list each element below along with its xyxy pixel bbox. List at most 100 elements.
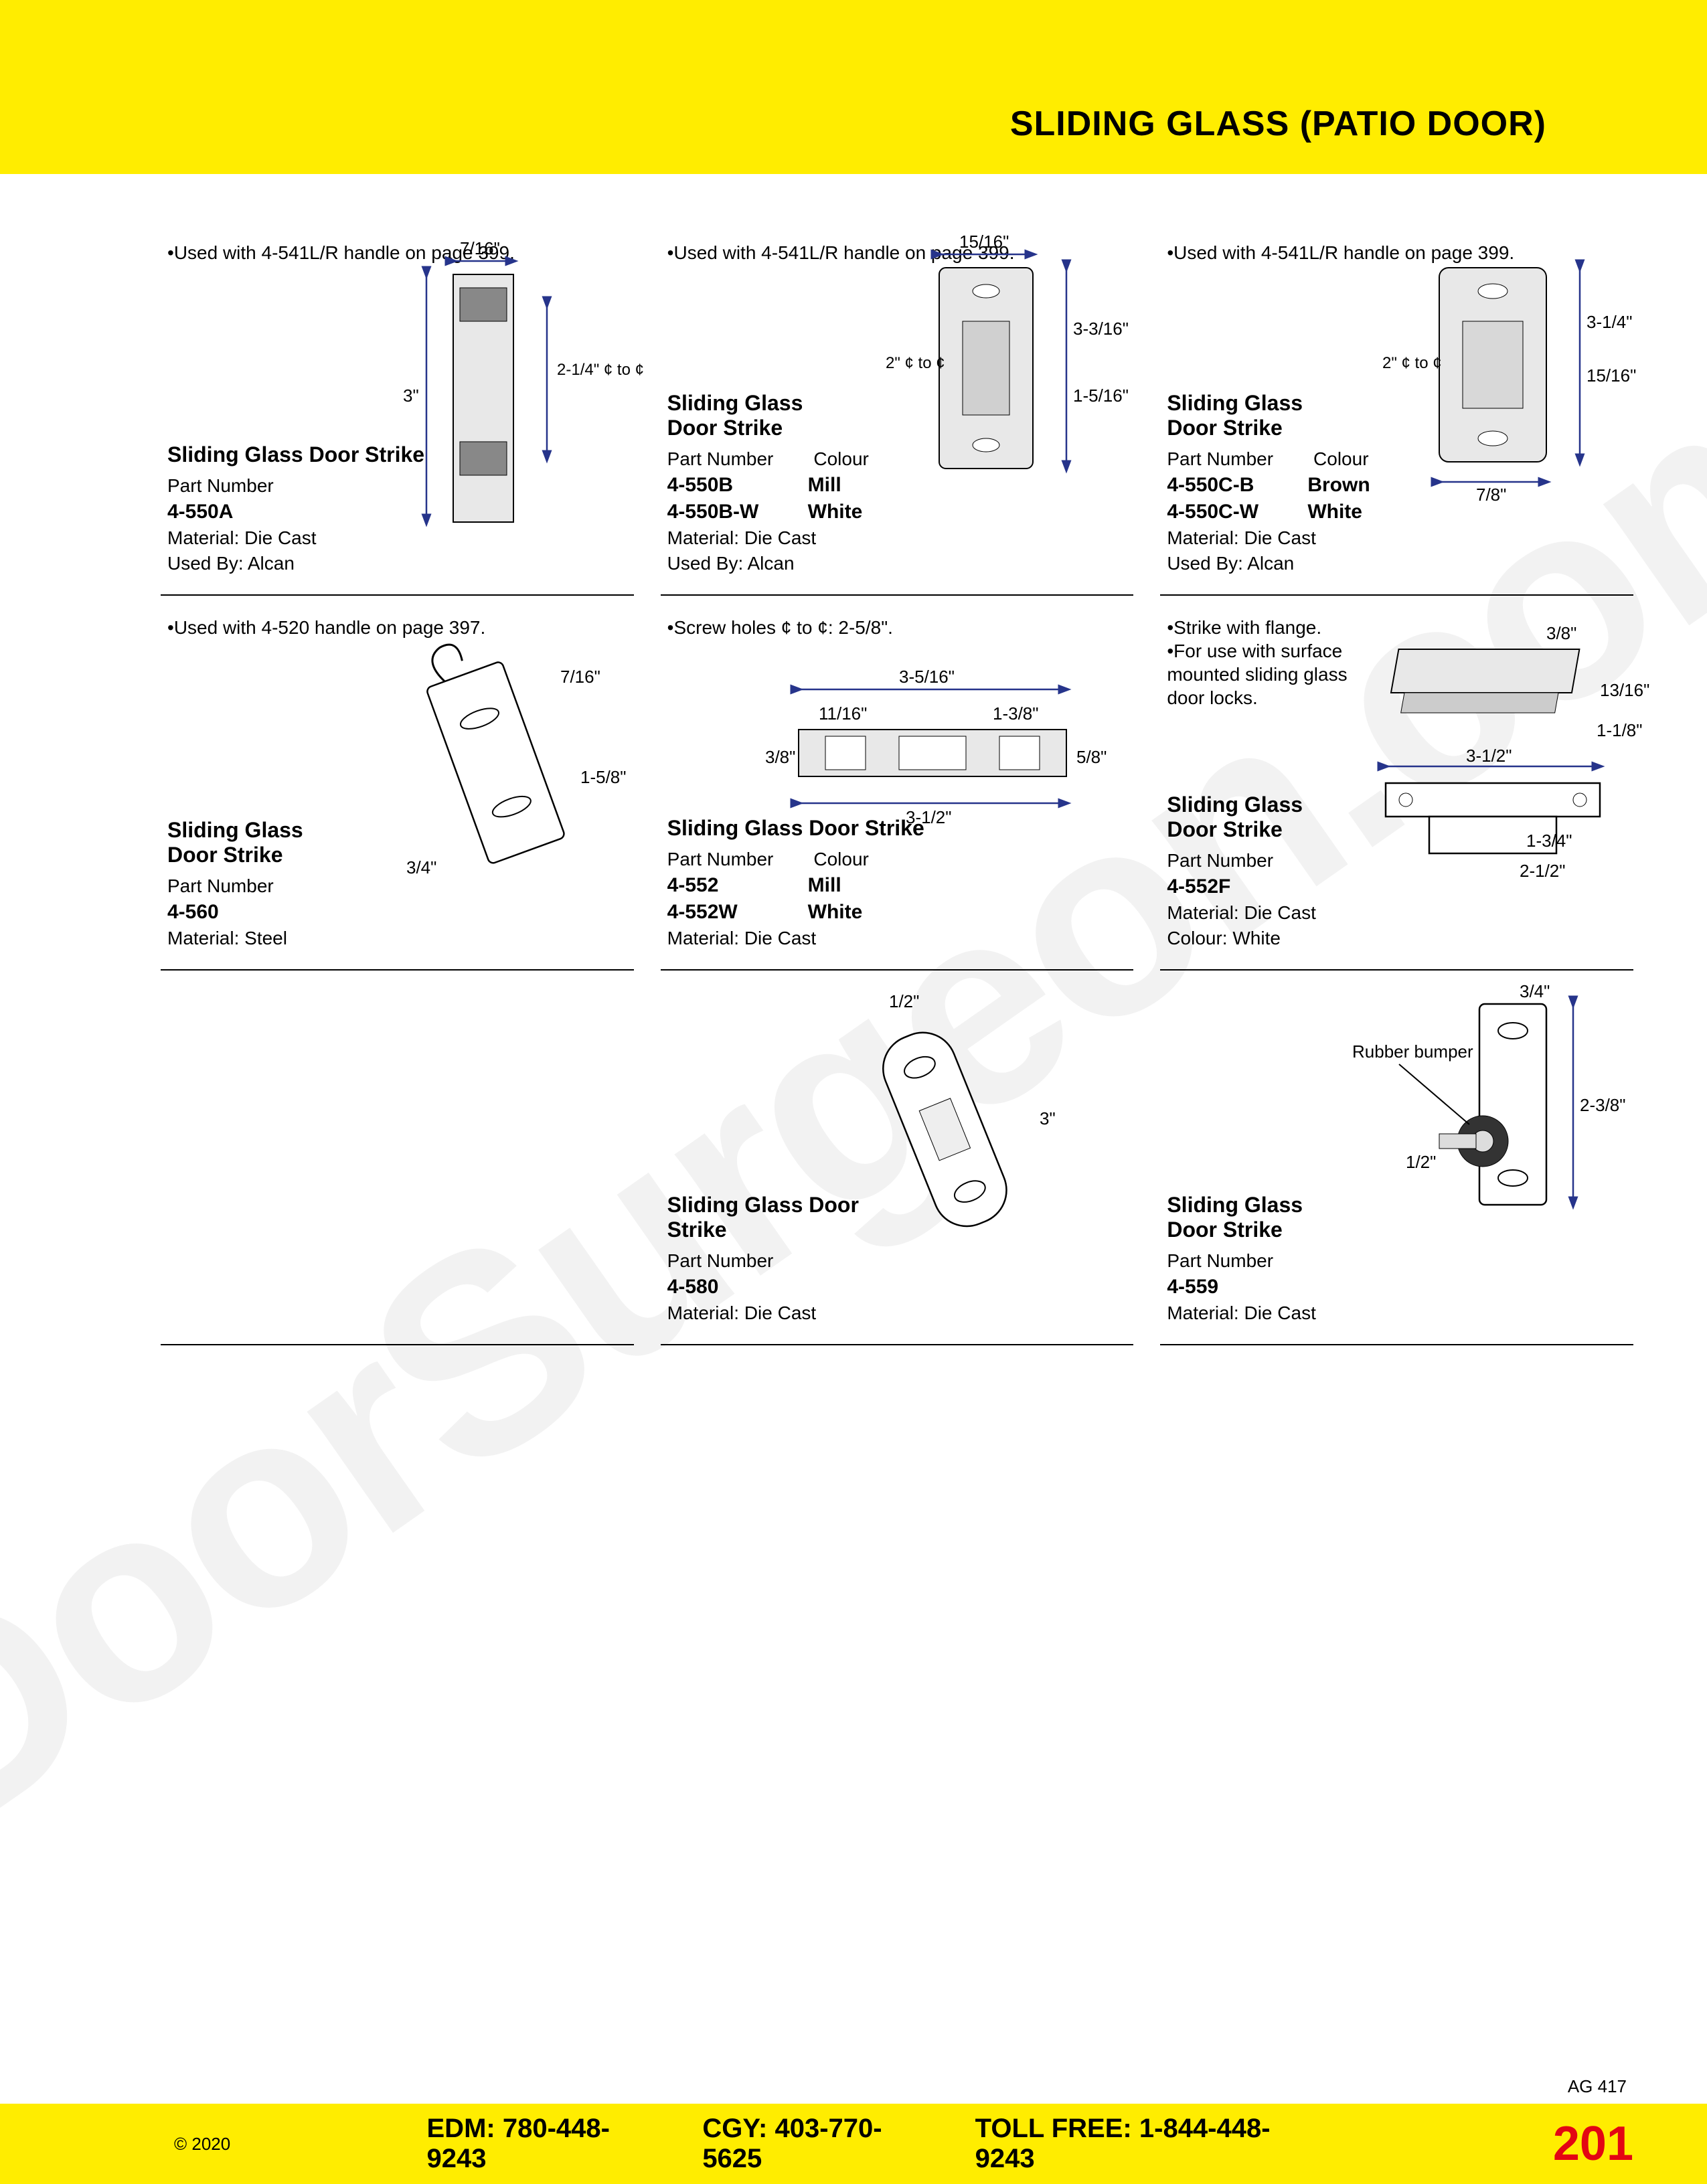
part-number: 4-580 bbox=[667, 1276, 768, 1298]
material-spec: Material: Die Cast bbox=[167, 527, 627, 549]
material-spec: Material: Die Cast bbox=[1167, 527, 1627, 549]
part-number: 4-550C-W bbox=[1167, 501, 1267, 523]
copyright-text: © 2020 bbox=[174, 2134, 230, 2155]
product-cell-4-559: Rubber bumper 3/4" 2-3/8" 1/2" Sliding G… bbox=[1160, 971, 1633, 1345]
usedby-spec: Used By: Alcan bbox=[667, 553, 1127, 574]
svg-text:3/8": 3/8" bbox=[765, 747, 795, 767]
page-footer: © 2020 EDM: 780-448-9243 CGY: 403-770-56… bbox=[0, 2104, 1707, 2184]
material-spec: Material: Steel bbox=[167, 928, 627, 949]
material-spec: Material: Die Cast bbox=[1167, 902, 1627, 924]
part-number: 4-560 bbox=[167, 901, 268, 924]
svg-text:5/8": 5/8" bbox=[1076, 747, 1107, 767]
product-diagram: 7/16" 3" 2-1/4" ¢ to ¢ bbox=[359, 241, 641, 529]
contact-cgy: CGY: 403-770-5625 bbox=[702, 2114, 908, 2174]
svg-text:3-5/16": 3-5/16" bbox=[899, 667, 955, 687]
product-cell-4-550C: Used with 4-541L/R handle on page 399. 3… bbox=[1160, 221, 1633, 596]
svg-text:13/16": 13/16" bbox=[1600, 680, 1649, 700]
svg-text:3": 3" bbox=[1040, 1108, 1056, 1128]
colour-value: Mill bbox=[808, 874, 908, 897]
part-number: 4-552 bbox=[667, 874, 768, 897]
svg-text:Rubber bumper: Rubber bumper bbox=[1352, 1041, 1473, 1062]
part-number: 4-552F bbox=[1167, 875, 1267, 898]
product-cell-4-550B: Used with 4-541L/R handle on page 399. 1… bbox=[661, 221, 1134, 596]
contact-block: EDM: 780-448-9243 CGY: 403-770-5625 TOLL… bbox=[427, 2114, 1281, 2174]
colour-value: White bbox=[1307, 501, 1408, 523]
product-diagram: 1/2" 3" bbox=[785, 984, 1093, 1252]
product-diagram: 7/16" 1-5/8" 3/4" bbox=[339, 609, 647, 877]
colour-value: White bbox=[808, 501, 908, 523]
product-title: Sliding Glass Door Strike bbox=[667, 384, 855, 440]
svg-text:2" ¢ to ¢: 2" ¢ to ¢ bbox=[886, 354, 945, 372]
product-diagram: 3-5/16" 11/16" 1-3/8" 3/8" 5/8" 3-1/2" bbox=[745, 649, 1120, 837]
svg-text:1/2": 1/2" bbox=[889, 991, 919, 1011]
svg-text:2-3/8": 2-3/8" bbox=[1580, 1095, 1626, 1115]
svg-text:2" ¢ to ¢: 2" ¢ to ¢ bbox=[1382, 354, 1442, 372]
pn-label: Part Number bbox=[167, 475, 274, 497]
material-spec: Material: Die Cast bbox=[1167, 1303, 1627, 1324]
product-cell-4-580: 1/2" 3" Sliding Glass Door Strike Part N… bbox=[661, 971, 1134, 1345]
svg-text:1-3/8": 1-3/8" bbox=[993, 703, 1039, 724]
catalog-content: Used with 4-541L/R handle on page 399. 7… bbox=[161, 221, 1633, 1345]
contact-edm: EDM: 780-448-9243 bbox=[427, 2114, 636, 2174]
svg-text:3-1/4": 3-1/4" bbox=[1587, 312, 1633, 332]
product-diagram: 15/16" 3-3/16" 1-5/16" 2" ¢ to ¢ bbox=[859, 228, 1140, 489]
product-title: Sliding Glass Door Strike bbox=[1167, 384, 1354, 440]
part-number: 4-552W bbox=[667, 901, 768, 924]
page-header: SLIDING GLASS (PATIO DOOR) bbox=[0, 0, 1707, 174]
product-diagram: 3/8" 13/16" 1-1/8" 3-1/2" 2-1/2" 1-3/4" bbox=[1319, 609, 1640, 890]
svg-text:3-3/16": 3-3/16" bbox=[1073, 319, 1129, 339]
product-diagram: 3-1/4" 15/16" 2" ¢ to ¢ 7/8" bbox=[1346, 234, 1640, 489]
svg-text:2-1/2": 2-1/2" bbox=[1520, 861, 1566, 881]
pn-label: Part Number bbox=[667, 849, 774, 870]
material-spec: Material: Die Cast bbox=[667, 527, 1127, 549]
empty-cell bbox=[161, 971, 634, 1345]
header-title: SLIDING GLASS (PATIO DOOR) bbox=[1010, 104, 1546, 144]
pn-label: Part Number bbox=[1167, 1250, 1273, 1272]
svg-text:15/16": 15/16" bbox=[959, 232, 1009, 252]
svg-text:1/2": 1/2" bbox=[1406, 1152, 1436, 1172]
pn-label: Part Number bbox=[167, 875, 274, 897]
contact-toll: TOLL FREE: 1-844-448-9243 bbox=[975, 2114, 1281, 2174]
usedby-spec: Used By: Alcan bbox=[167, 553, 627, 574]
svg-text:3/4": 3/4" bbox=[406, 857, 436, 877]
pn-label: Part Number bbox=[1167, 448, 1273, 470]
product-cell-4-560: Used with 4-520 handle on page 397. 7/16… bbox=[161, 596, 634, 971]
colour-value: White bbox=[808, 901, 908, 924]
svg-text:1-1/8": 1-1/8" bbox=[1597, 720, 1643, 740]
svg-text:1-3/4": 1-3/4" bbox=[1526, 831, 1572, 851]
svg-text:3/4": 3/4" bbox=[1520, 981, 1550, 1001]
svg-text:1-5/8": 1-5/8" bbox=[580, 767, 627, 787]
part-number: 4-559 bbox=[1167, 1276, 1267, 1298]
svg-text:7/16": 7/16" bbox=[460, 238, 500, 258]
product-note: Screw holes ¢ to ¢: 2-5/8". bbox=[667, 616, 1127, 639]
product-title: Sliding Glass Door Strike bbox=[167, 811, 355, 867]
colour-label: Colour bbox=[813, 849, 914, 870]
part-number: 4-550B-W bbox=[667, 501, 768, 523]
product-cell-4-552F: Strike with flange. For use with surface… bbox=[1160, 596, 1633, 971]
pn-label: Part Number bbox=[1167, 850, 1273, 871]
svg-text:11/16": 11/16" bbox=[819, 703, 867, 724]
ag-code: AG 417 bbox=[1568, 2076, 1627, 2097]
page-number: 201 bbox=[1553, 2116, 1633, 2171]
svg-text:3": 3" bbox=[403, 386, 419, 406]
svg-text:2-1/4" ¢ to ¢: 2-1/4" ¢ to ¢ bbox=[557, 361, 644, 379]
part-number: 4-550A bbox=[167, 501, 268, 523]
svg-text:7/8": 7/8" bbox=[1476, 485, 1506, 505]
svg-text:3/8": 3/8" bbox=[1546, 623, 1576, 643]
svg-text:7/16": 7/16" bbox=[560, 667, 600, 687]
part-number: 4-550B bbox=[667, 474, 768, 497]
pn-label: Part Number bbox=[667, 1250, 774, 1272]
colour-spec: Colour: White bbox=[1167, 928, 1627, 949]
material-spec: Material: Die Cast bbox=[667, 928, 1127, 949]
product-cell-4-550A: Used with 4-541L/R handle on page 399. 7… bbox=[161, 221, 634, 596]
material-spec: Material: Die Cast bbox=[667, 1303, 1127, 1324]
part-number: 4-550C-B bbox=[1167, 474, 1267, 497]
svg-text:15/16": 15/16" bbox=[1587, 365, 1636, 386]
product-cell-4-552: Screw holes ¢ to ¢: 2-5/8". 3-5/16" 11/1… bbox=[661, 596, 1134, 971]
product-diagram: Rubber bumper 3/4" 2-3/8" 1/2" bbox=[1312, 977, 1633, 1245]
svg-text:3-1/2": 3-1/2" bbox=[1466, 746, 1512, 766]
pn-label: Part Number bbox=[667, 448, 774, 470]
svg-text:1-5/16": 1-5/16" bbox=[1073, 386, 1129, 406]
svg-text:3-1/2": 3-1/2" bbox=[906, 807, 952, 827]
usedby-spec: Used By: Alcan bbox=[1167, 553, 1627, 574]
